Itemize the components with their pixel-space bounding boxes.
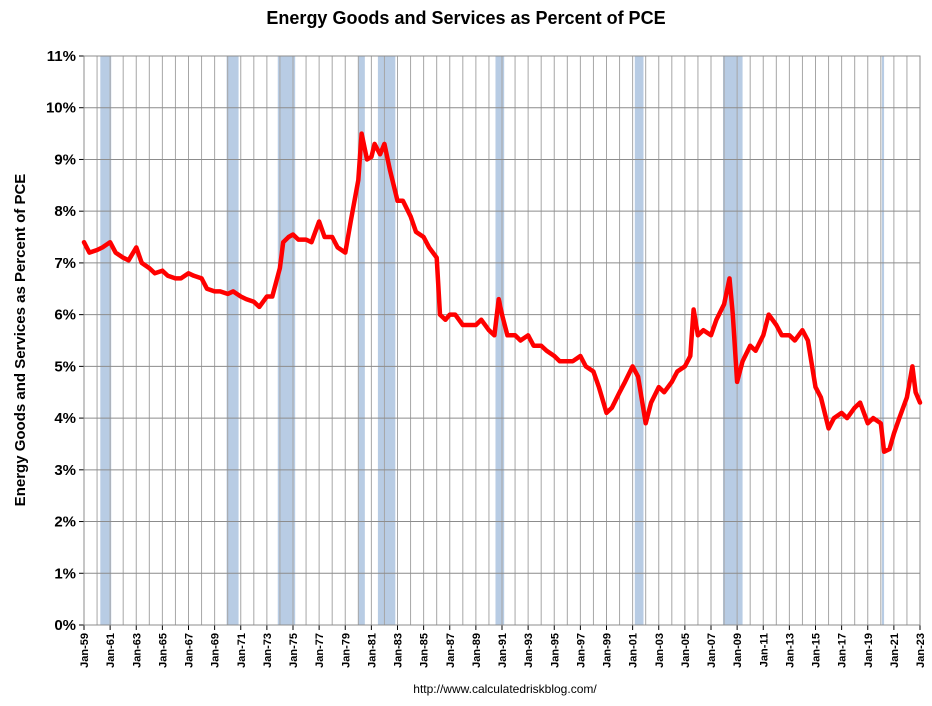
- x-tick-label: Jan-75: [288, 633, 300, 668]
- x-tick-label: Jan-81: [366, 633, 378, 668]
- x-tick-label: Jan-03: [654, 633, 666, 668]
- series-line: [81, 131, 923, 454]
- y-tick-label: 10%: [46, 100, 76, 117]
- x-tick-label: Jan-69: [210, 633, 222, 668]
- y-tick-label: 3%: [54, 462, 76, 479]
- recession-band: [358, 56, 365, 625]
- x-tick-label: Jan-71: [236, 633, 248, 668]
- y-tick-label: 4%: [54, 410, 76, 427]
- y-tick-label: 5%: [54, 358, 76, 375]
- recession-band: [100, 56, 112, 625]
- x-tick-label: Jan-89: [471, 633, 483, 668]
- y-axis-label: Energy Goods and Services as Percent of …: [12, 174, 29, 507]
- x-tick-label: Jan-79: [340, 633, 352, 668]
- x-tick-label: Jan-11: [758, 633, 770, 667]
- x-tick-label: Jan-87: [445, 633, 457, 668]
- x-tick-label: Jan-67: [184, 633, 196, 668]
- y-tick-label: 7%: [54, 255, 76, 272]
- x-tick-label: Jan-23: [915, 633, 927, 668]
- x-tick-label: Jan-17: [837, 633, 849, 668]
- y-tick-label: 6%: [54, 307, 76, 324]
- recession-band: [881, 56, 885, 625]
- x-tick-label: Jan-01: [628, 633, 640, 668]
- x-tick-label: Jan-97: [575, 633, 587, 668]
- plot-area: 0% 1% 2% 3% 4% 5% 6% 7% 8% 9% 10% 11% Jan-59 Jan-61 Ja…: [46, 48, 927, 668]
- x-tick-label: Jan-83: [393, 633, 405, 668]
- x-tick-label: Jan-65: [157, 633, 169, 668]
- y-tick-label: 11%: [47, 48, 76, 65]
- chart-title: Energy Goods and Services as Percent of …: [266, 8, 665, 28]
- x-tick-label: Jan-63: [131, 633, 143, 668]
- source-url: http://www.calculatedriskblog.com/: [413, 682, 597, 696]
- plot-border: [83, 55, 921, 626]
- x-tick-label: Jan-85: [419, 633, 431, 668]
- x-tick-label: Jan-95: [549, 633, 561, 668]
- x-tick-label: Jan-05: [680, 633, 692, 668]
- x-tick-label: Jan-61: [105, 633, 117, 668]
- y-tick-label: 2%: [54, 514, 76, 531]
- recession-band: [277, 56, 296, 625]
- x-tick-label: Jan-13: [784, 633, 796, 668]
- recession-band: [495, 56, 505, 625]
- x-tick-label: Jan-99: [602, 633, 614, 668]
- y-tick-label: 8%: [54, 203, 76, 220]
- x-tick-label: Jan-07: [706, 633, 718, 668]
- x-tick-label: Jan-15: [811, 633, 823, 668]
- x-tick-label: Jan-19: [863, 633, 875, 668]
- y-tick-label: 1%: [54, 565, 76, 582]
- x-tick-label: Jan-59: [79, 633, 91, 668]
- x-tick-label: Jan-91: [497, 633, 509, 668]
- y-tick-label: 0%: [54, 617, 76, 634]
- x-tick-label: Jan-93: [523, 633, 535, 668]
- x-tick-label: Jan-09: [732, 633, 744, 668]
- y-tick-label: 9%: [54, 151, 76, 168]
- recession-band: [634, 56, 644, 625]
- recession-band: [377, 56, 396, 625]
- x-tick-label: Jan-77: [314, 633, 326, 668]
- x-tick-label: Jan-21: [889, 633, 901, 668]
- x-tick-label: Jan-73: [262, 633, 274, 668]
- recession-band: [226, 56, 239, 625]
